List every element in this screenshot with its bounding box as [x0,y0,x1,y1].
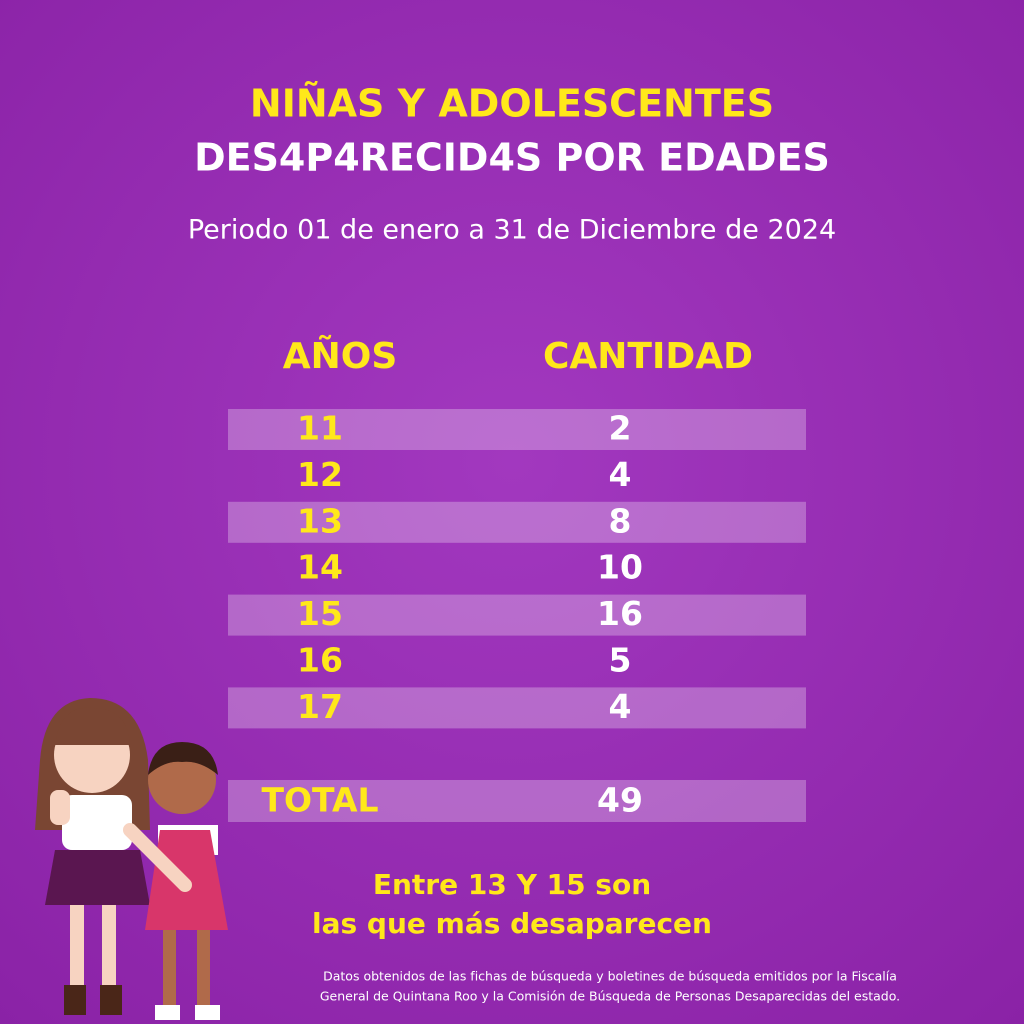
age-cell: 16 [297,641,343,680]
source: Datos obtenidos de las fichas de búsqued… [323,969,897,984]
count-cell: 8 [609,501,632,540]
age-cell: 17 [297,687,343,726]
count-cell: 5 [609,641,632,680]
note: Entre 13 Y 15 son [373,868,651,901]
count-cell: 16 [597,594,643,633]
count-cell: 4 [609,687,632,726]
age-cell: 15 [297,594,343,633]
total-label: TOTAL [261,781,378,820]
column-header: AÑOS [283,335,398,377]
row-band [228,409,806,450]
column-header: CANTIDAD [543,336,753,377]
row-band [228,594,806,636]
count-cell: 4 [609,455,632,494]
age-cell: 13 [297,501,343,540]
count-cell: 10 [597,548,643,587]
illustration [35,698,228,1020]
row-band [228,687,806,729]
note: las que más desaparecen [312,907,712,940]
row-band [228,501,806,543]
source: General de Quintana Roo y la Comisión de… [320,989,900,1004]
title-line2: DES4P4RECID4S POR EDADES [194,136,830,180]
age-cell: 11 [297,409,343,448]
subtitle: Periodo 01 de enero a 31 de Diciembre de… [188,215,836,246]
age-cell: 14 [297,548,343,587]
count-cell: 2 [609,409,632,448]
total-value: 49 [597,781,643,820]
age-cell: 12 [297,455,343,494]
title-line1: NIÑAS Y ADOLESCENTES [250,82,774,126]
table-body: 11 2 12 4 13 8 14 10 15 16 16 5 17 4 [228,409,806,729]
total-band [228,780,806,822]
